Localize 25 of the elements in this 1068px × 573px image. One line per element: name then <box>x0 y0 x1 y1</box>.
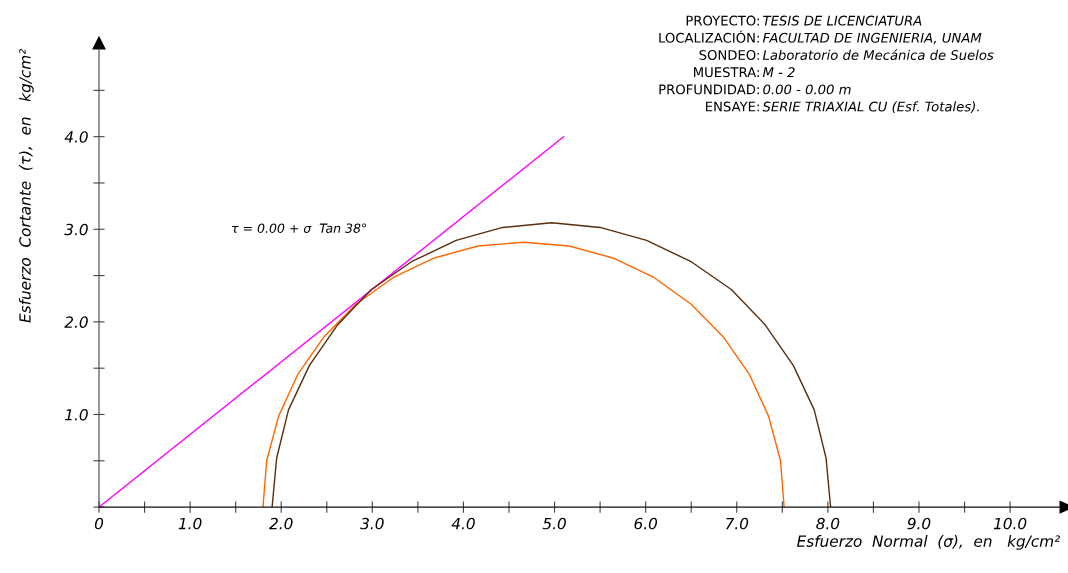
x-tick-label: 0 <box>94 517 104 530</box>
x-tick-label: 9.0 <box>907 517 931 530</box>
annotation: τ = 0.00 + σ Tan 38° <box>232 223 367 233</box>
y-tick-label: 1.0 <box>65 408 88 421</box>
x-tick-label: 7.0 <box>726 517 749 530</box>
y-tick-label: 2.0 <box>64 316 88 328</box>
y-axis-title: Esfuerzo Cortante (τ), en kg/cm² <box>18 48 34 323</box>
text: LOCALIZACIÓN: FACULTAD DE INGENIERIA, UNAM <box>659 30 982 45</box>
x-tick-label: 8.0 <box>816 517 840 530</box>
x-tick-label: 2.0 <box>269 517 293 530</box>
text: PROYECTO: TESIS DE LICENCIATURA <box>686 15 922 26</box>
x-tick-label: 4.0 <box>451 517 475 530</box>
y-tick-label: 4.0 <box>64 131 88 143</box>
x-tick-label: 5.0 <box>542 517 566 530</box>
annotation: SONDEO: Laboratorio de Mecánica de Suelos <box>699 49 994 60</box>
annotation: PROFUNDIDAD: 0.00 - 0.00 m <box>659 84 851 95</box>
x-axis-title: Esfuerzo Normal (σ), en kg/cm² <box>797 535 1060 550</box>
x-tick-label: 1.0 <box>178 517 202 530</box>
x-tick-label: 10.0 <box>993 517 1027 530</box>
line-series <box>262 241 785 508</box>
x-tick-label: 3.0 <box>360 517 384 530</box>
x-tick-label: 6.0 <box>634 517 658 530</box>
y-tick-label: 3.0 <box>64 223 88 236</box>
annotation: MUESTRA: M - 2 <box>694 67 795 78</box>
annotation: ENSAYE: SERIE TRIAXIAL CU (Esf. Totales). <box>706 101 979 114</box>
